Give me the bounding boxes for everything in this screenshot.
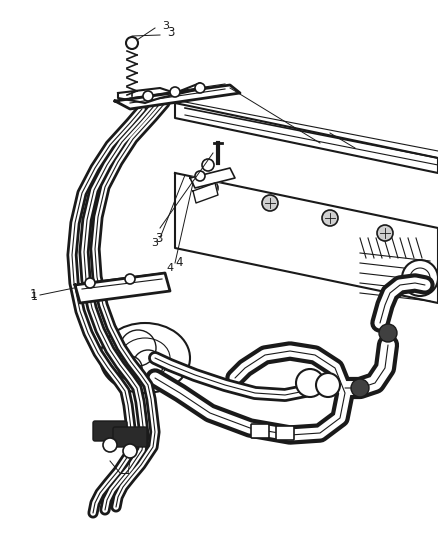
Circle shape [202, 159, 214, 171]
Circle shape [377, 225, 393, 241]
Circle shape [262, 195, 278, 211]
Circle shape [126, 37, 138, 49]
Text: 1: 1 [31, 292, 38, 302]
Polygon shape [118, 83, 205, 103]
Text: 3: 3 [162, 21, 169, 31]
Text: 4: 4 [166, 263, 173, 273]
Text: 1: 1 [360, 145, 367, 155]
Circle shape [123, 444, 137, 458]
Circle shape [202, 180, 218, 196]
FancyBboxPatch shape [251, 424, 269, 438]
Circle shape [322, 210, 338, 226]
Polygon shape [190, 168, 235, 188]
Circle shape [125, 274, 135, 284]
FancyBboxPatch shape [93, 421, 127, 441]
Polygon shape [175, 173, 438, 303]
Circle shape [296, 369, 324, 397]
Text: 1: 1 [325, 140, 332, 150]
Polygon shape [115, 85, 240, 109]
Text: 3: 3 [152, 238, 159, 248]
Circle shape [379, 324, 397, 342]
Circle shape [351, 379, 369, 397]
Polygon shape [75, 273, 170, 303]
Text: 3: 3 [167, 27, 174, 39]
Circle shape [143, 91, 153, 101]
Text: 4: 4 [175, 256, 183, 270]
Circle shape [195, 171, 205, 181]
Ellipse shape [100, 323, 190, 393]
Circle shape [170, 87, 180, 97]
Circle shape [103, 438, 117, 452]
Circle shape [402, 260, 438, 296]
Text: 3: 3 [155, 231, 162, 245]
Text: 1: 1 [30, 288, 38, 302]
Circle shape [195, 83, 205, 93]
Polygon shape [175, 103, 438, 173]
Text: 2: 2 [120, 478, 127, 488]
FancyBboxPatch shape [113, 427, 147, 447]
FancyBboxPatch shape [276, 426, 294, 440]
Circle shape [85, 278, 95, 288]
Circle shape [316, 373, 340, 397]
Polygon shape [193, 183, 218, 203]
